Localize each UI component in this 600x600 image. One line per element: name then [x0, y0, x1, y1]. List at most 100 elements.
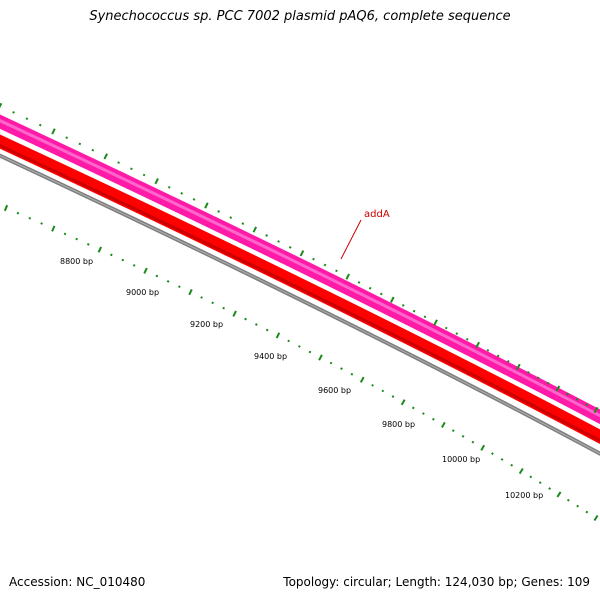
- outer-tick-50: [575, 397, 579, 401]
- scale-tick-6: [75, 237, 79, 241]
- scale-tick-0: [3, 204, 9, 212]
- outer-tick-32: [390, 296, 395, 303]
- outer-tick-40: [475, 341, 480, 348]
- tick-label-7: 10200 bp: [505, 491, 543, 500]
- backbone-line-inner: [0, 155, 600, 455]
- outer-tick-21: [265, 234, 268, 237]
- outer-tick-17: [217, 210, 220, 213]
- scale-tick-4: [51, 225, 56, 232]
- outer-tick-35: [423, 315, 427, 319]
- scale-tick-30: [340, 367, 343, 370]
- tick-label-5: 9800 bp: [382, 420, 415, 429]
- scale-tick-5: [63, 232, 67, 236]
- outer-tick-37: [444, 326, 448, 330]
- scale-tick-23: [265, 328, 269, 332]
- tick-label-0: 8800 bp: [60, 257, 93, 266]
- scale-tick-37: [411, 406, 415, 410]
- outer-tick-11: [142, 173, 146, 177]
- scale-tick-21: [244, 317, 247, 321]
- feature-band-red[interactable]: [0, 134, 600, 445]
- scale-tick-labels: 8800 bp 9000 bp 9200 bp 9400 bp 9600 bp 9800 …: [60, 257, 543, 500]
- outer-tick-20: [252, 226, 257, 233]
- tick-label-6: 10000 bp: [442, 455, 480, 464]
- scale-tick-19: [222, 306, 225, 310]
- scale-tick-51: [548, 487, 552, 490]
- scale-tick-48: [518, 467, 524, 475]
- outer-tick-41: [486, 349, 490, 352]
- scale-tick-9: [109, 253, 113, 257]
- scale-tick-55: [585, 510, 589, 514]
- adda-label[interactable]: addA: [364, 209, 390, 220]
- outer-tick-43: [506, 360, 510, 363]
- scale-tick-22: [255, 323, 258, 326]
- outer-tick-42: [496, 354, 500, 358]
- outer-tick-45: [527, 371, 530, 374]
- accession-label: Accession: NC_010480: [9, 575, 146, 589]
- outer-tick-12: [154, 177, 159, 185]
- scale-tick-15: [178, 285, 181, 289]
- outer-tick-2: [25, 117, 29, 121]
- outer-tick-34: [412, 309, 416, 313]
- outer-tick-25: [312, 257, 315, 261]
- scale-tick-17: [200, 296, 203, 299]
- scale-tick-52: [556, 491, 562, 498]
- outer-tick-36: [433, 319, 438, 326]
- scale-tick-32: [359, 376, 365, 383]
- outer-tick-9: [117, 161, 120, 164]
- adda-label-line: [340, 219, 362, 260]
- outer-tick-38: [455, 332, 459, 336]
- scale-tick-24: [275, 332, 281, 339]
- outer-tick-5: [65, 136, 69, 140]
- outer-tick-26: [323, 263, 327, 267]
- backbone-line: [0, 153, 600, 456]
- scale-tick-1: [16, 211, 20, 215]
- scale-tick-36: [400, 399, 406, 406]
- scale-tick-26: [298, 345, 301, 348]
- feature-tracks: [0, 114, 600, 456]
- outer-tick-31: [379, 292, 383, 296]
- outer-tick-14: [180, 192, 184, 195]
- outer-tick-46: [536, 376, 540, 380]
- scale-tick-46: [500, 458, 504, 461]
- scale-tick-56: [593, 514, 599, 522]
- outer-tick-marks: [0, 102, 599, 414]
- outer-tick-13: [167, 185, 171, 189]
- scale-tick-31: [350, 372, 354, 376]
- outer-tick-18: [229, 216, 233, 219]
- scale-tick-marks: [3, 204, 599, 522]
- outer-tick-19: [241, 222, 245, 225]
- scale-tick-18: [211, 301, 214, 305]
- outer-tick-1: [12, 111, 15, 114]
- outer-tick-16: [204, 202, 209, 209]
- scale-tick-44: [480, 444, 486, 451]
- scale-tick-47: [510, 463, 514, 467]
- outer-tick-8: [103, 153, 108, 160]
- outer-tick-24: [299, 250, 305, 257]
- outer-tick-33: [401, 304, 405, 307]
- scale-tick-16: [188, 288, 193, 296]
- scale-tick-20: [232, 310, 237, 317]
- outer-tick-52: [593, 406, 599, 414]
- tick-label-1: 9000 bp: [126, 288, 159, 297]
- outer-tick-15: [192, 198, 196, 201]
- outer-tick-48: [555, 385, 561, 392]
- scale-tick-54: [576, 504, 580, 508]
- scale-tick-13: [155, 274, 159, 278]
- tick-label-2: 9200 bp: [190, 320, 223, 329]
- scale-tick-49: [529, 475, 533, 479]
- scale-tick-50: [538, 481, 542, 485]
- outer-tick-29: [357, 281, 361, 284]
- outer-tick-7: [91, 148, 95, 152]
- scale-tick-8: [97, 246, 103, 253]
- outer-tick-0: [0, 102, 3, 109]
- outer-tick-22: [277, 240, 280, 243]
- tick-label-3: 9400 bp: [254, 352, 287, 361]
- outer-tick-51: [585, 403, 588, 407]
- scale-tick-27: [308, 350, 312, 354]
- outer-tick-28: [345, 273, 350, 280]
- outer-tick-30: [368, 286, 372, 290]
- outer-tick-4: [51, 128, 56, 135]
- scale-tick-25: [287, 339, 290, 343]
- scale-tick-33: [371, 384, 374, 387]
- outer-tick-23: [288, 246, 292, 249]
